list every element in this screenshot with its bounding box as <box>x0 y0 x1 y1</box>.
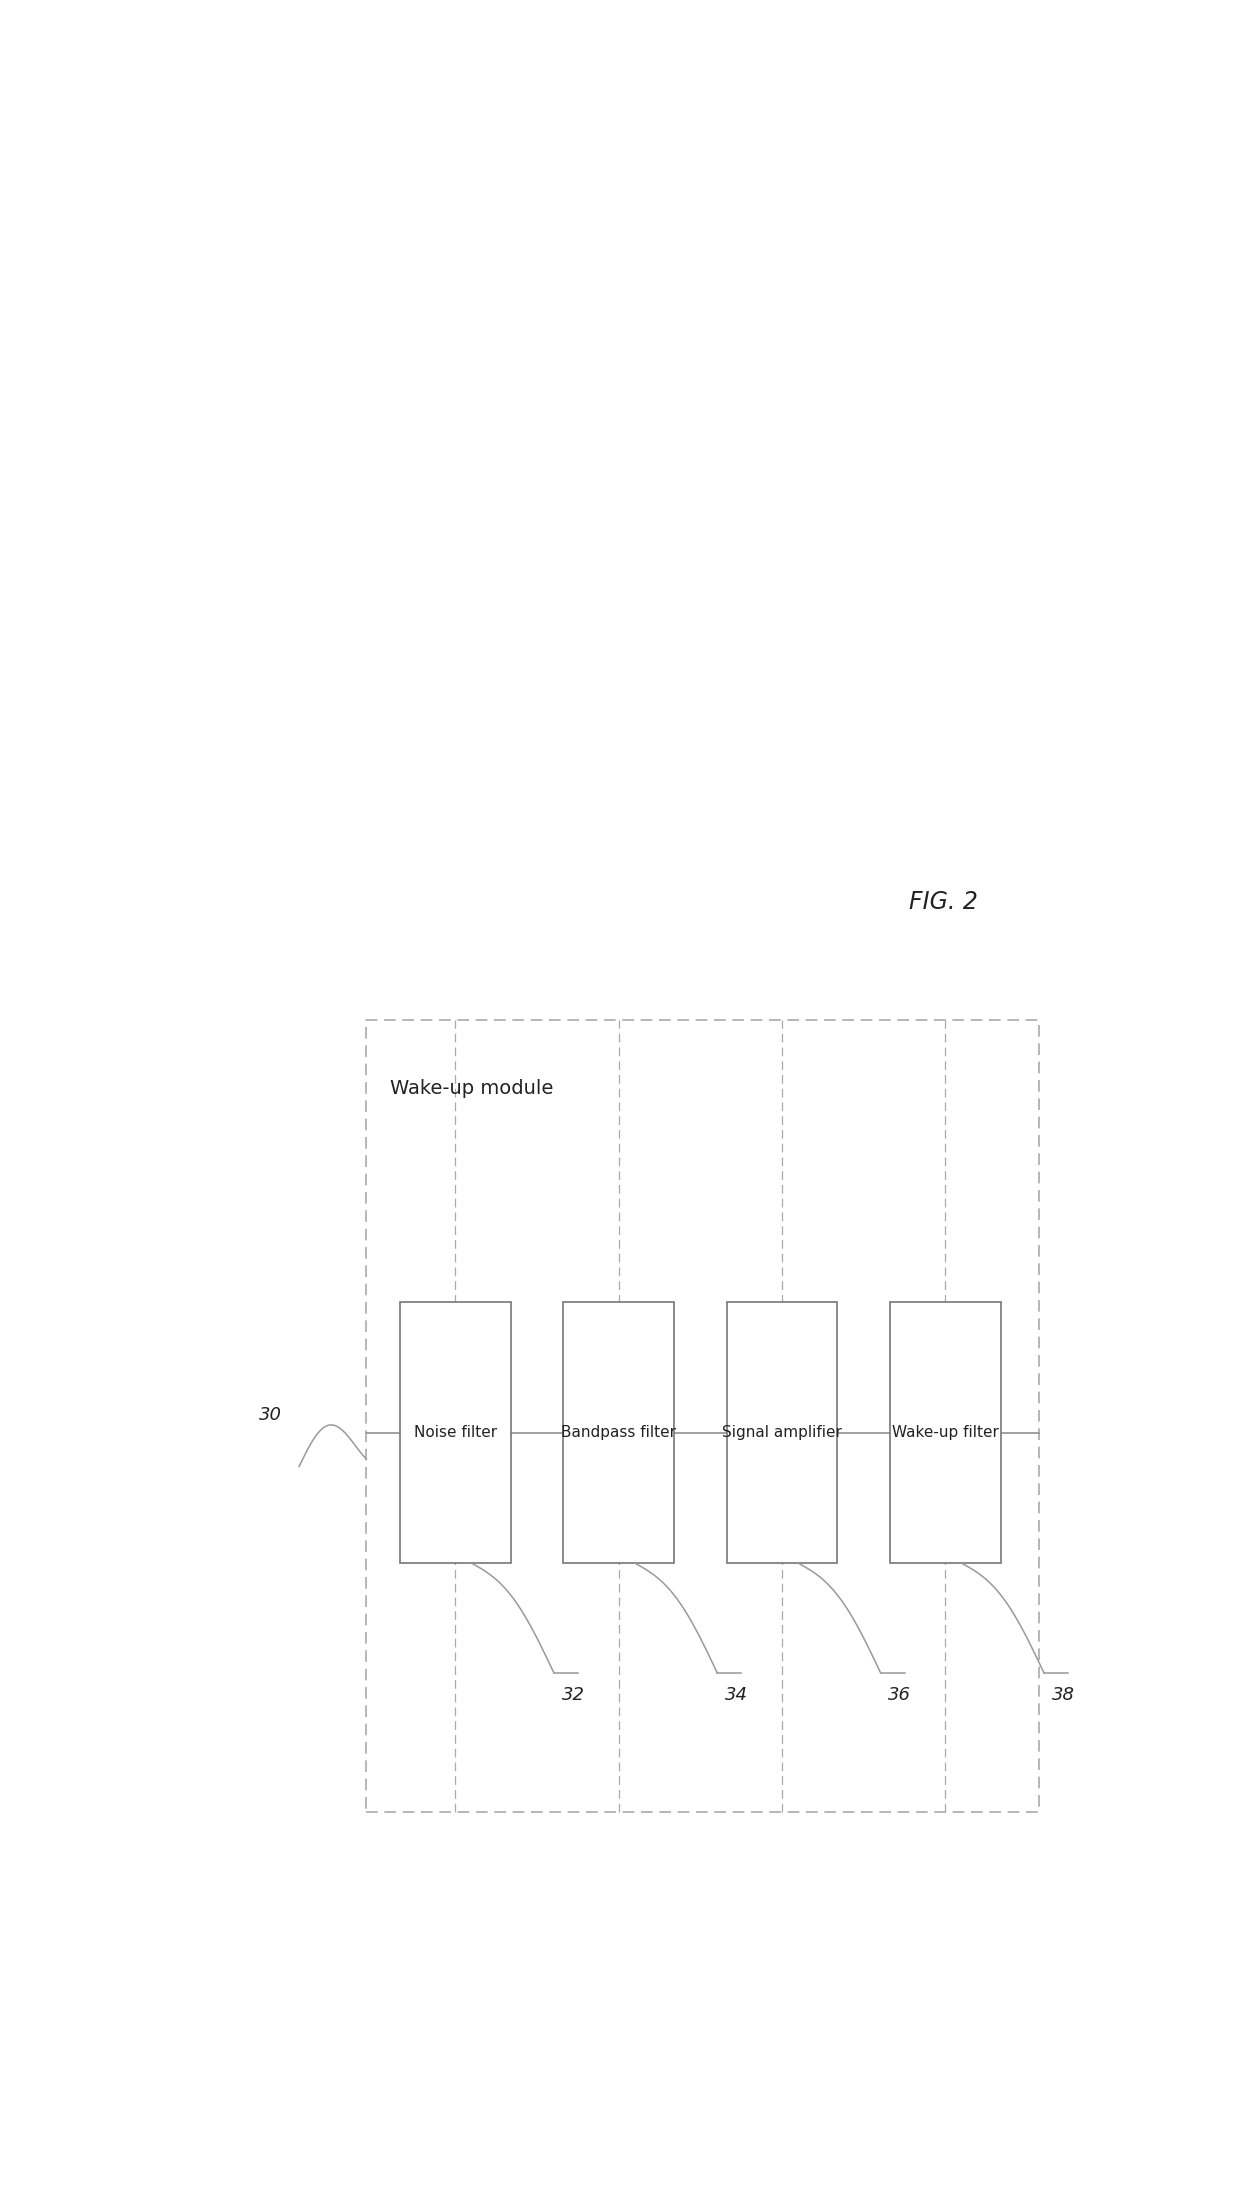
Bar <box>890 1301 1001 1564</box>
Bar <box>401 1301 511 1564</box>
Text: 34: 34 <box>725 1686 748 1704</box>
Text: Wake-up filter: Wake-up filter <box>892 1426 999 1441</box>
Bar <box>563 1301 675 1564</box>
Text: Wake-up module: Wake-up module <box>391 1078 554 1098</box>
Text: FIG. 2: FIG. 2 <box>909 890 977 914</box>
Text: 32: 32 <box>562 1686 584 1704</box>
Text: 38: 38 <box>1052 1686 1075 1704</box>
Text: Noise filter: Noise filter <box>414 1426 497 1441</box>
Bar <box>367 1021 1039 1811</box>
Text: Bandpass filter: Bandpass filter <box>562 1426 676 1441</box>
Bar <box>727 1301 837 1564</box>
Text: Signal amplifier: Signal amplifier <box>722 1426 842 1441</box>
Text: 30: 30 <box>259 1406 281 1424</box>
Text: 36: 36 <box>888 1686 911 1704</box>
